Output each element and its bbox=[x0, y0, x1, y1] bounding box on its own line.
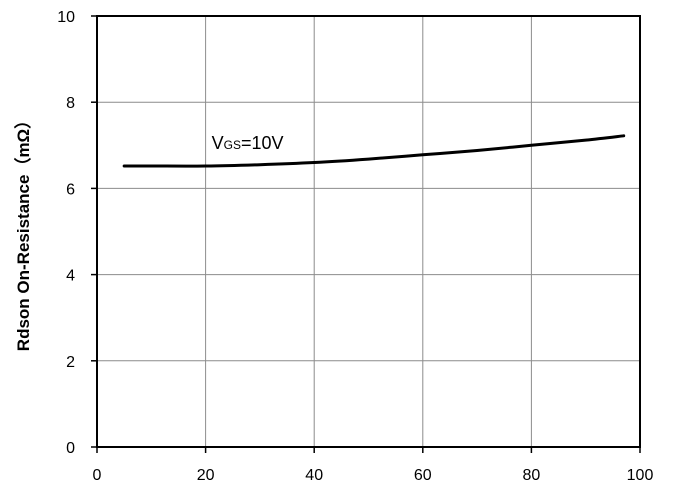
y-tick-label: 0 bbox=[66, 440, 75, 457]
x-tick-labels: 0 20 40 60 80 100 bbox=[93, 447, 654, 484]
series-annotation: VGS=10V bbox=[212, 133, 284, 153]
y-axis-label: Rdson On-Resistance（mΩ） bbox=[13, 112, 33, 351]
plot-frame bbox=[96, 15, 641, 448]
x-tick-label: 100 bbox=[627, 467, 654, 484]
plot-area bbox=[96, 15, 641, 448]
x-tick-label: 40 bbox=[305, 467, 323, 484]
x-tick-label: 80 bbox=[523, 467, 541, 484]
grid bbox=[97, 16, 640, 447]
x-tick-label: 60 bbox=[414, 467, 432, 484]
y-tick-labels: 0 2 4 6 8 10 bbox=[57, 9, 97, 457]
y-tick-label: 10 bbox=[57, 9, 75, 26]
y-tick-label: 2 bbox=[66, 354, 75, 371]
annotation-main: V bbox=[212, 133, 224, 153]
series-line bbox=[122, 134, 626, 168]
y-tick-label: 4 bbox=[66, 268, 75, 285]
x-tick-label: 0 bbox=[93, 467, 102, 484]
y-tick-label: 6 bbox=[66, 181, 75, 198]
annotation-rest: =10V bbox=[241, 133, 284, 153]
x-tick-label: 20 bbox=[197, 467, 215, 484]
y-tick-label: 8 bbox=[66, 95, 75, 112]
annotation-subscript: GS bbox=[224, 138, 241, 152]
